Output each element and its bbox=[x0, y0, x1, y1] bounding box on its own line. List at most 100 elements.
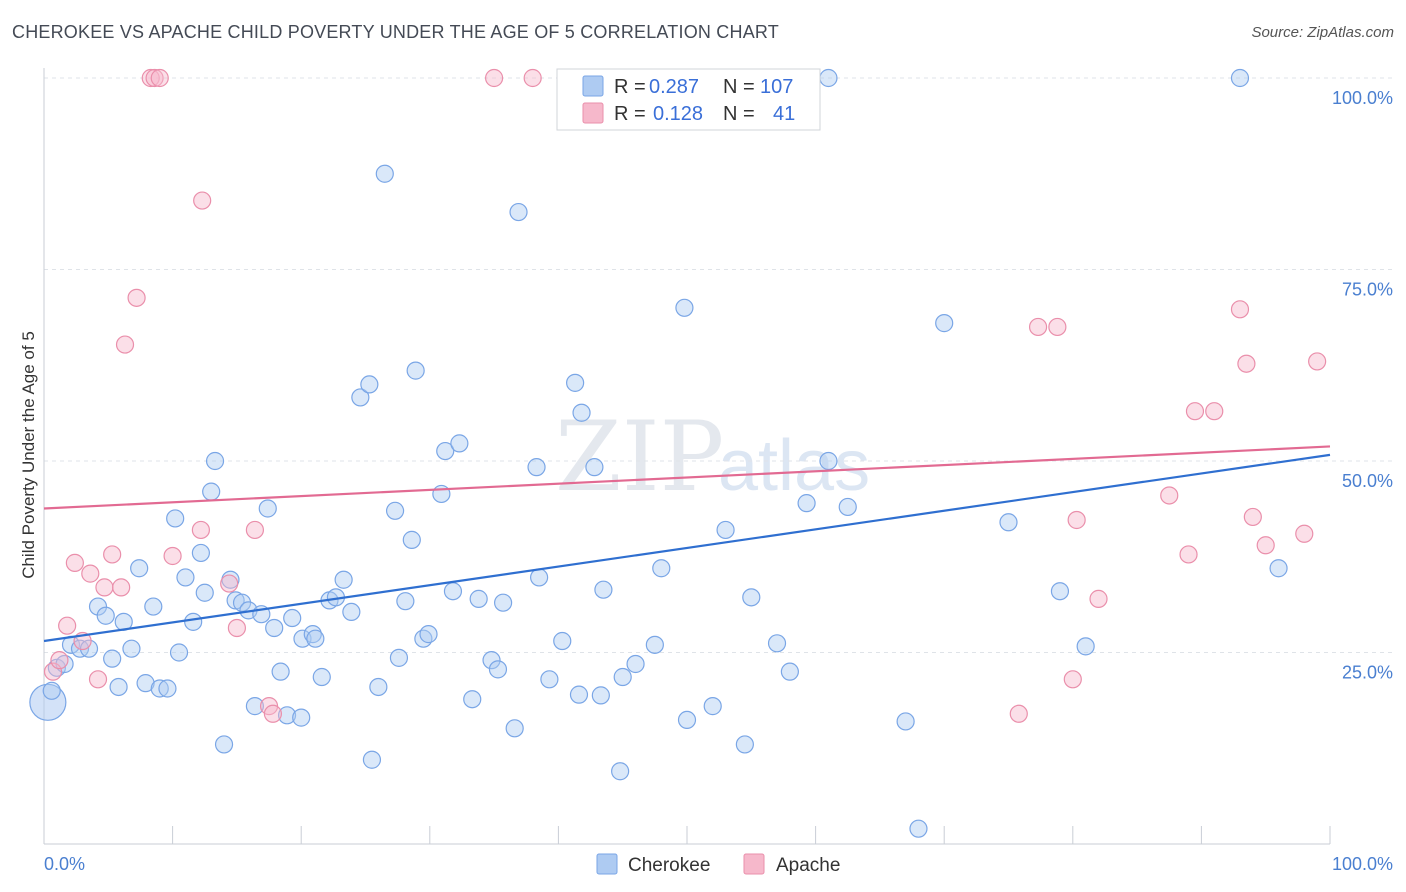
y-axis-title: Child Poverty Under the Age of 5 bbox=[19, 331, 38, 579]
point-apache-40 bbox=[1308, 352, 1327, 371]
point-cherokee-25 bbox=[205, 451, 225, 471]
point-apache-37 bbox=[1243, 507, 1262, 527]
point-apache-18 bbox=[220, 574, 239, 593]
point-cherokee-73 bbox=[553, 631, 572, 651]
legend-n-value-cherokee: 107 bbox=[760, 76, 793, 98]
point-cherokee-15 bbox=[144, 597, 163, 616]
point-apache-30 bbox=[1089, 589, 1108, 608]
point-apache-27 bbox=[1048, 317, 1067, 337]
legend-swatch-apache bbox=[582, 102, 604, 124]
point-cherokee-9 bbox=[103, 649, 122, 668]
point-apache-36 bbox=[1237, 354, 1256, 373]
point-cherokee-33 bbox=[258, 499, 277, 518]
point-cherokee-17 bbox=[158, 679, 177, 698]
point-apache-10 bbox=[115, 335, 135, 354]
point-cherokee-37 bbox=[283, 608, 302, 628]
point-cherokee-84 bbox=[652, 559, 671, 578]
y-tick-label-75: 75.0% bbox=[1342, 280, 1393, 300]
point-cherokee-47 bbox=[351, 388, 370, 407]
y-tick-label-50: 50.0% bbox=[1342, 471, 1393, 491]
point-cherokee-71 bbox=[530, 568, 549, 587]
y-tick-label-100: 100.0% bbox=[1332, 88, 1393, 108]
point-apache-0 bbox=[43, 662, 63, 681]
point-apache-33 bbox=[1185, 402, 1205, 421]
point-apache-1 bbox=[50, 651, 69, 670]
point-cherokee-72 bbox=[540, 670, 559, 689]
point-cherokee-7 bbox=[88, 597, 108, 616]
watermark-atlas: atlas bbox=[718, 426, 870, 506]
point-cherokee-51 bbox=[375, 164, 394, 183]
point-cherokee-103 bbox=[1230, 68, 1250, 88]
point-cherokee-83 bbox=[645, 635, 664, 654]
point-cherokee-81 bbox=[613, 667, 632, 687]
legend-r-label-cherokee: R = bbox=[614, 76, 646, 98]
trend-lines bbox=[43, 445, 1331, 643]
point-apache-20 bbox=[245, 520, 265, 540]
point-cherokee-98 bbox=[909, 819, 928, 838]
point-cherokee-26 bbox=[214, 735, 234, 754]
legend-r-value-apache: 0.128 bbox=[653, 103, 703, 125]
point-cherokee-34 bbox=[265, 618, 284, 638]
legend-n-label-cherokee: N = bbox=[723, 76, 755, 98]
point-cherokee-10 bbox=[109, 677, 128, 697]
point-apache-32 bbox=[1179, 545, 1198, 564]
bottom-legend-swatch-cherokee bbox=[596, 853, 618, 875]
y-tick-labels: 25.0% 50.0% 75.0% 100.0% bbox=[1332, 88, 1393, 683]
x-tick-label-max: 100.0% bbox=[1332, 854, 1393, 874]
point-apache-22 bbox=[263, 704, 283, 723]
bottom-legend-swatch-apache bbox=[743, 853, 765, 875]
point-cherokee-94 bbox=[819, 68, 838, 88]
legend-n-value-apache: 41 bbox=[773, 103, 795, 125]
point-cherokee-63 bbox=[463, 690, 482, 709]
point-cherokee-56 bbox=[406, 361, 425, 380]
point-cherokee-93 bbox=[797, 494, 816, 513]
point-cherokee-22 bbox=[191, 543, 210, 563]
point-cherokee-82 bbox=[626, 654, 645, 674]
gridlines bbox=[44, 77, 1392, 653]
point-cherokee-18 bbox=[166, 509, 185, 528]
point-cherokee-55 bbox=[402, 530, 421, 549]
trend-line-cherokee bbox=[43, 453, 1331, 643]
point-apache-2 bbox=[58, 616, 77, 635]
point-cherokee-41 bbox=[306, 629, 325, 648]
point-cherokee-67 bbox=[494, 593, 513, 612]
point-cherokee-31 bbox=[245, 697, 265, 716]
point-cherokee-61 bbox=[443, 582, 463, 601]
point-apache-13 bbox=[145, 68, 164, 88]
point-cherokee-19 bbox=[169, 643, 189, 662]
point-cherokee-85 bbox=[675, 298, 694, 317]
point-cherokee-60 bbox=[436, 441, 455, 461]
y-tick-label-25: 25.0% bbox=[1342, 663, 1393, 683]
point-cherokee-13 bbox=[130, 559, 149, 578]
trend-line-apache bbox=[43, 445, 1331, 510]
legend-n-label-apache: N = bbox=[723, 103, 755, 125]
point-cherokee-45 bbox=[334, 570, 353, 589]
point-cherokee-101 bbox=[1050, 582, 1070, 601]
legend-r-value-cherokee: 0.287 bbox=[649, 76, 699, 98]
point-cherokee-14 bbox=[136, 674, 155, 693]
point-apache-11 bbox=[127, 288, 146, 307]
point-cherokee-104 bbox=[1269, 559, 1288, 578]
point-cherokee-12 bbox=[122, 639, 141, 658]
point-apache-34 bbox=[1205, 402, 1224, 421]
point-apache-19 bbox=[227, 618, 246, 638]
point-cherokee-65 bbox=[482, 651, 501, 670]
point-cherokee-91 bbox=[767, 634, 787, 653]
point-cherokee-39 bbox=[293, 629, 312, 648]
point-apache-8 bbox=[103, 545, 122, 564]
point-apache-6 bbox=[88, 670, 108, 689]
point-cherokee-68 bbox=[505, 719, 524, 738]
point-cherokee-88 bbox=[716, 520, 735, 540]
point-apache-31 bbox=[1160, 486, 1179, 505]
point-cherokee-80 bbox=[611, 762, 630, 781]
bottom-legend-label-apache: Apache bbox=[776, 855, 840, 876]
point-apache-7 bbox=[95, 578, 114, 597]
x-tick-label-min: 0.0% bbox=[44, 854, 85, 874]
point-cherokee-23 bbox=[195, 583, 214, 602]
point-cherokee-21 bbox=[184, 612, 203, 631]
legend-swatch-cherokee bbox=[582, 75, 604, 97]
point-cherokee-54 bbox=[396, 592, 415, 611]
point-cherokee-92 bbox=[780, 662, 799, 681]
point-cherokee-0 bbox=[29, 683, 67, 721]
